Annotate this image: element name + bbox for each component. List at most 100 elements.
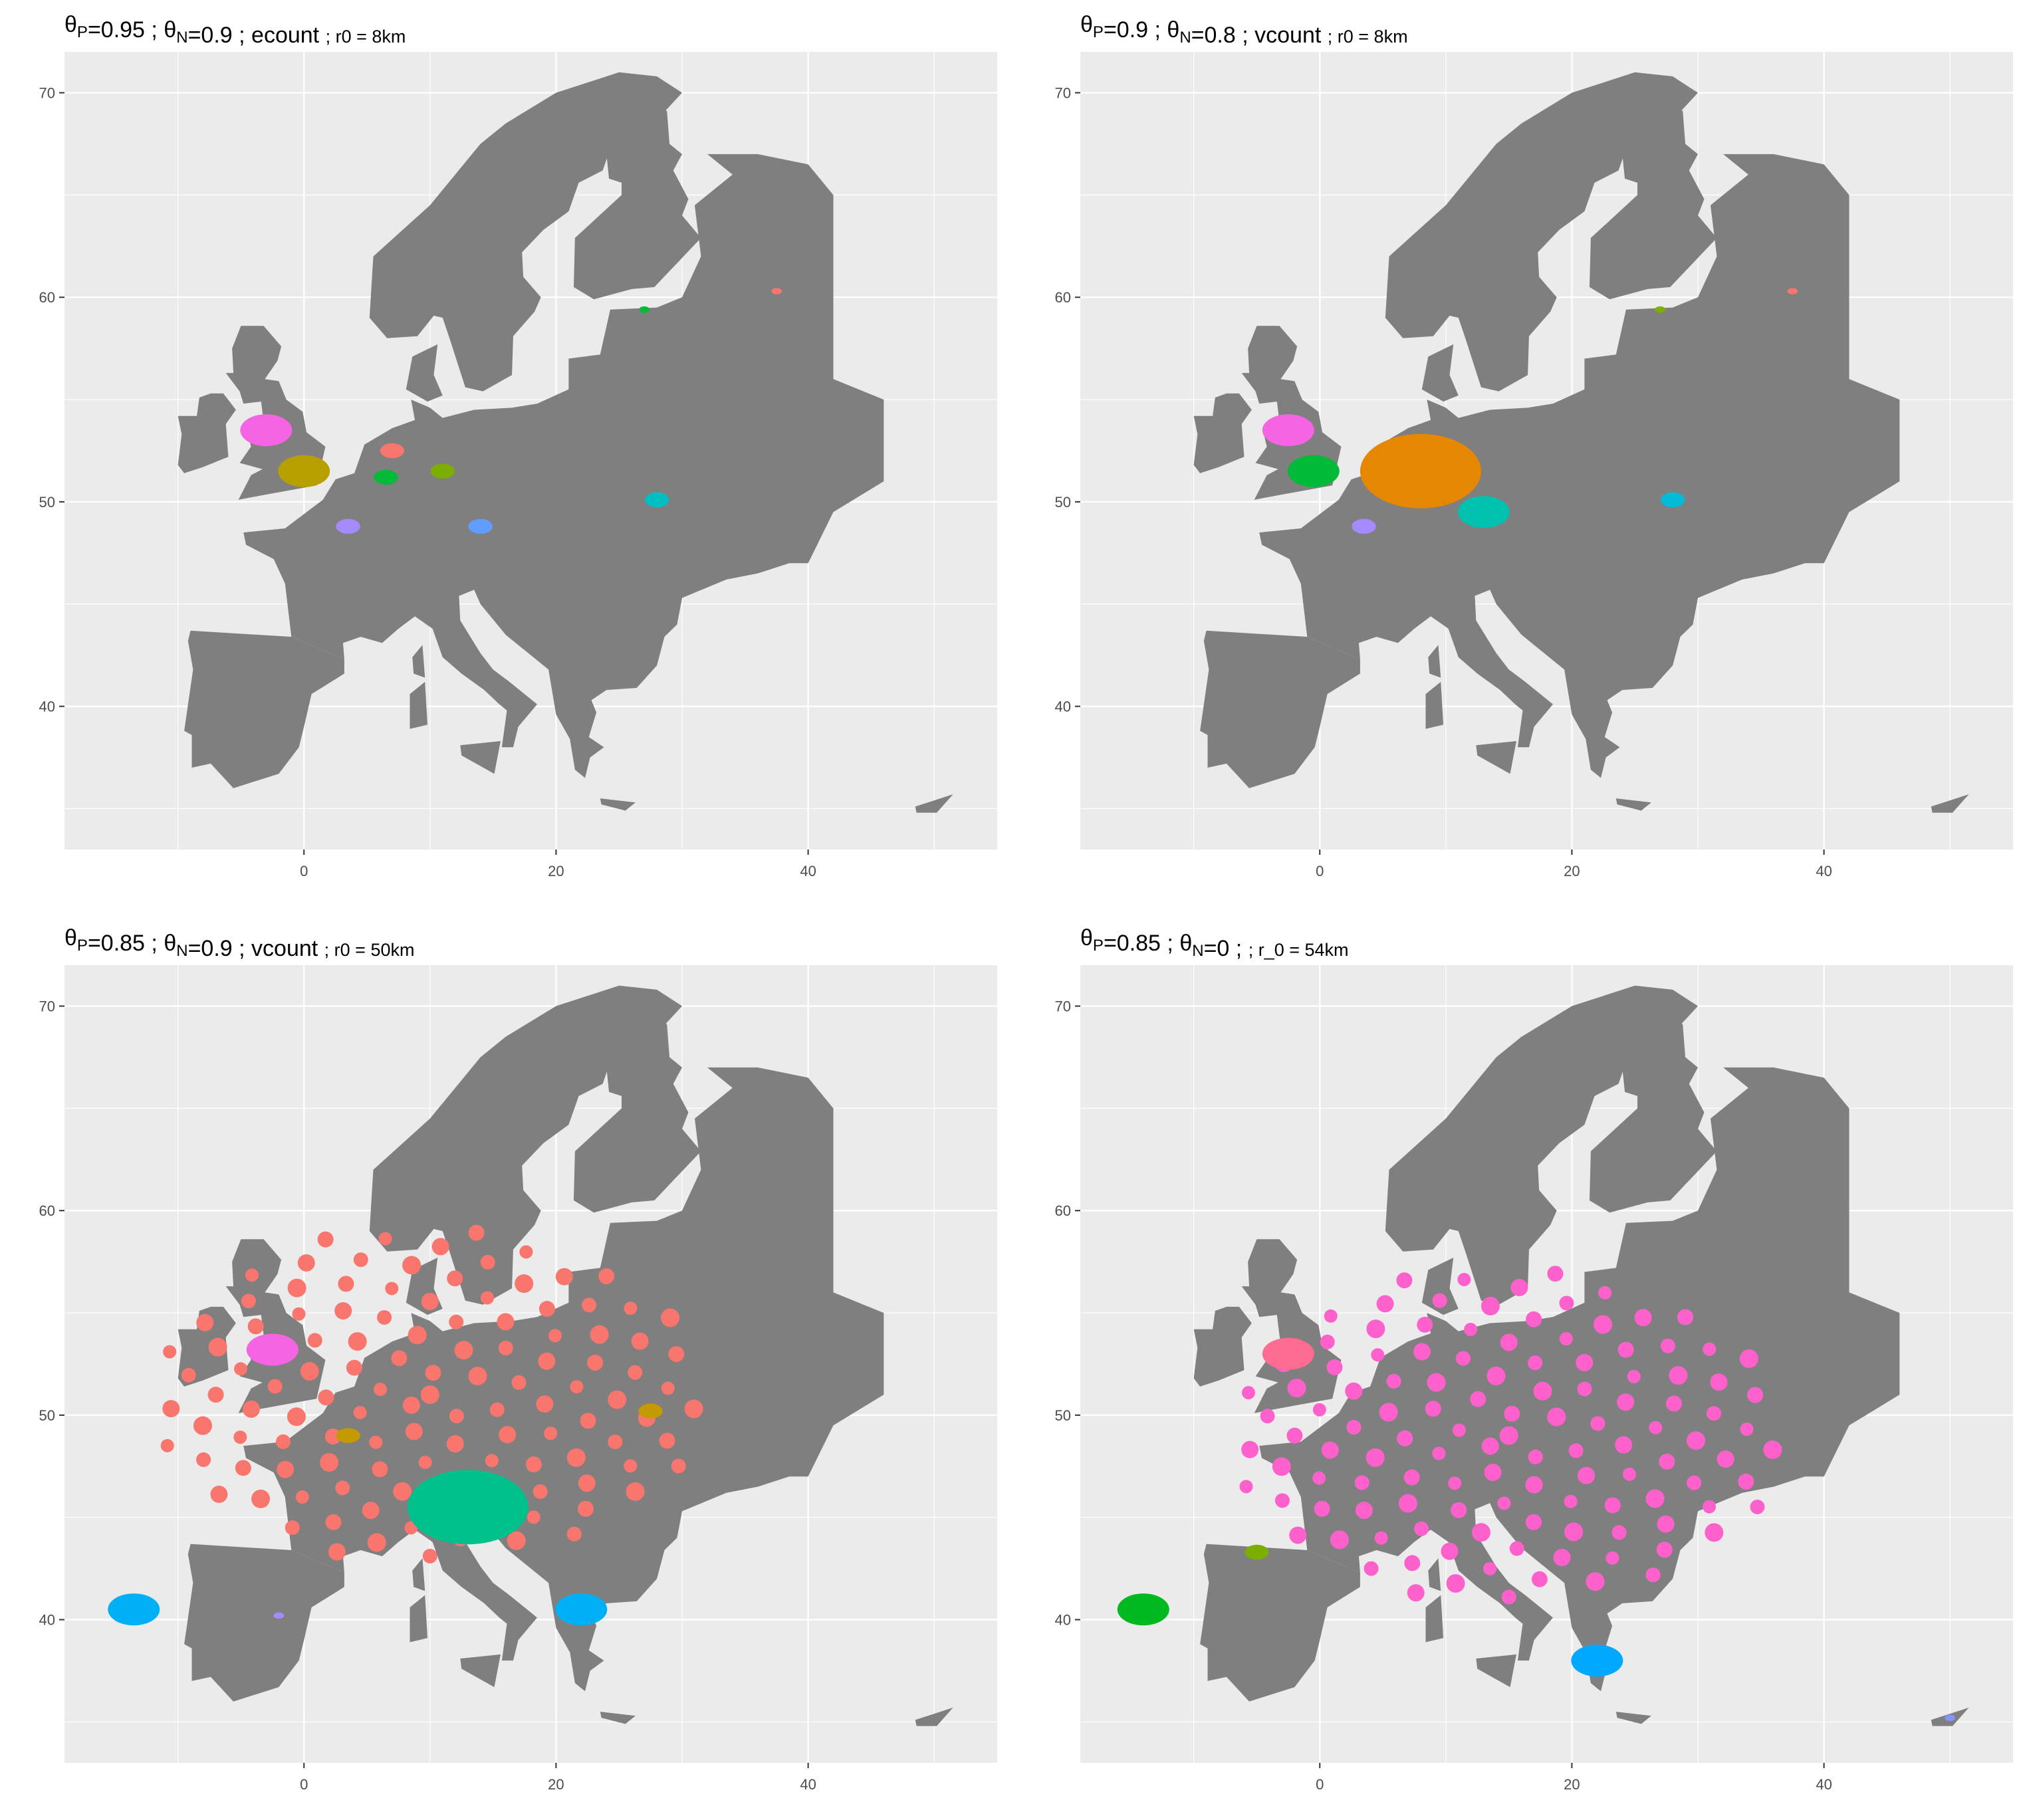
- cluster-point: [234, 1362, 248, 1376]
- cluster-point: [1945, 1714, 1956, 1722]
- cluster-point: [1117, 1593, 1169, 1626]
- y-tick-label: 60: [1055, 289, 1071, 306]
- cluster-point: [277, 1460, 295, 1478]
- cluster-point: [1598, 1286, 1612, 1300]
- cluster-point: [1547, 1266, 1564, 1282]
- cluster-point: [659, 1432, 675, 1449]
- cluster-point: [1564, 1494, 1578, 1508]
- cluster-point: [336, 1428, 360, 1443]
- cluster-point: [1564, 1522, 1584, 1541]
- cluster-point: [1397, 1430, 1413, 1446]
- cluster-point: [566, 1448, 586, 1467]
- cluster-point: [1645, 1567, 1661, 1583]
- y-tick-label: 70: [39, 85, 55, 102]
- cluster-point: [1481, 1296, 1500, 1315]
- cluster-point: [240, 414, 293, 447]
- cluster-point: [449, 1409, 464, 1424]
- cluster-point: [430, 463, 455, 479]
- cluster-point: [287, 1278, 306, 1298]
- x-tick-label: 20: [548, 863, 564, 879]
- cluster-point: [626, 1482, 645, 1501]
- y-tick-label: 50: [1055, 1407, 1071, 1424]
- cluster-point: [1525, 1514, 1542, 1530]
- cluster-point: [422, 1549, 437, 1564]
- cluster-point: [1665, 1395, 1682, 1412]
- x-tick-label: 40: [800, 863, 816, 879]
- cluster-point: [1452, 1423, 1466, 1437]
- cluster-point: [377, 1309, 392, 1325]
- cluster-point: [577, 1500, 594, 1517]
- map-panel-3: θP=0.85 ; θN=0.9 ; vcount ; r0 = 50km 0 20…: [39, 925, 997, 1793]
- cluster-point: [1245, 1544, 1269, 1560]
- cluster-point: [402, 1256, 421, 1275]
- cluster-point: [108, 1593, 160, 1626]
- cluster-point: [548, 1329, 562, 1343]
- cluster-point: [1660, 1338, 1675, 1353]
- cluster-point: [160, 1438, 174, 1452]
- cluster-point: [498, 1341, 513, 1356]
- cluster-point: [1451, 1502, 1467, 1518]
- cluster-point: [1660, 492, 1685, 508]
- y-tick-label: 60: [39, 289, 55, 306]
- cluster-point: [353, 1252, 368, 1268]
- cluster-point: [334, 1302, 352, 1319]
- cluster-point: [454, 1341, 473, 1360]
- cluster-point: [538, 1352, 556, 1370]
- cluster-point: [525, 1456, 542, 1472]
- cluster-point: [1533, 1381, 1552, 1401]
- cluster-point: [1455, 1351, 1471, 1366]
- cluster-point: [1287, 455, 1340, 487]
- cluster-point: [1396, 1272, 1413, 1289]
- cluster-point: [235, 1460, 251, 1476]
- cluster-point: [638, 1403, 663, 1419]
- cluster-point: [1559, 1296, 1574, 1311]
- cluster-point: [582, 1298, 597, 1313]
- cluster-point: [1314, 1500, 1330, 1517]
- cluster-point: [598, 1268, 615, 1284]
- cluster-point: [405, 1422, 423, 1440]
- cluster-point: [1659, 1453, 1675, 1470]
- cluster-point: [196, 1313, 214, 1331]
- cluster-point: [1547, 1407, 1566, 1426]
- cluster-point: [1260, 1409, 1275, 1424]
- cluster-point: [278, 455, 330, 487]
- cluster-point: [1586, 1572, 1605, 1591]
- x-tick-label: 20: [1564, 1776, 1580, 1793]
- cluster-point: [247, 1318, 264, 1335]
- y-tick-label: 40: [39, 699, 55, 715]
- cluster-point: [1407, 1584, 1425, 1602]
- cluster-point: [208, 1337, 227, 1357]
- cluster-point: [1740, 1422, 1754, 1436]
- cluster-point: [447, 1270, 463, 1287]
- cluster-point: [1398, 1494, 1417, 1513]
- cluster-point: [1483, 1561, 1497, 1575]
- cluster-point: [328, 1543, 346, 1561]
- cluster-point: [771, 288, 782, 294]
- cluster-point: [1590, 1416, 1605, 1431]
- cluster-point: [1241, 1386, 1255, 1400]
- cluster-point: [1617, 1341, 1634, 1358]
- cluster-point: [1510, 1278, 1528, 1296]
- cluster-point: [555, 1268, 573, 1286]
- cluster-point: [207, 1387, 224, 1403]
- cluster-point: [1441, 1542, 1459, 1560]
- cluster-point: [307, 1333, 322, 1348]
- cluster-point: [1750, 1499, 1765, 1514]
- y-tick-label: 70: [1055, 85, 1071, 102]
- cluster-point: [1710, 1373, 1728, 1391]
- cluster-point: [668, 1346, 685, 1363]
- cluster-point: [639, 306, 650, 313]
- cluster-point: [1627, 1369, 1641, 1383]
- cluster-point: [251, 1489, 271, 1508]
- map-panel-2: θP=0.9 ; θN=0.8 ; vcount ; r0 = 8km 0 20 40…: [1055, 12, 2013, 879]
- cluster-point: [421, 1292, 439, 1310]
- cluster-point: [1379, 1403, 1398, 1422]
- cluster-point: [1553, 1549, 1571, 1567]
- cluster-point: [624, 1459, 638, 1473]
- cluster-point: [407, 1470, 529, 1545]
- cluster-point: [1374, 1531, 1388, 1545]
- cluster-point: [1787, 288, 1798, 294]
- cluster-point: [1464, 1322, 1478, 1336]
- cluster-point: [628, 1365, 643, 1380]
- cluster-point: [245, 1268, 259, 1282]
